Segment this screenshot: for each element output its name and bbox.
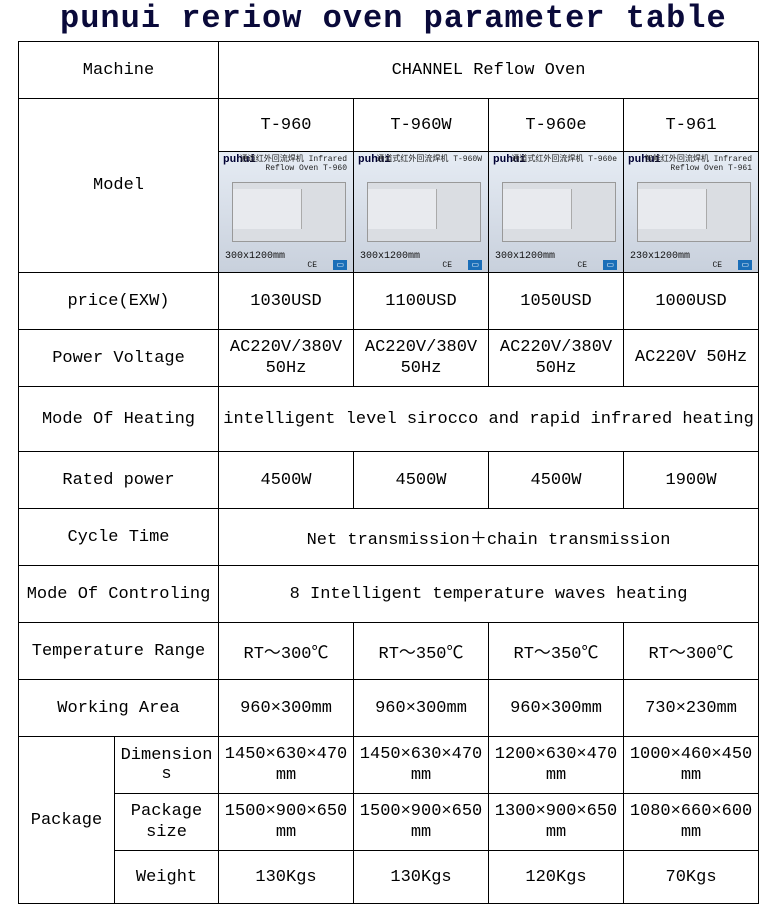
model-img-2: puhui通道式红外回流焊机 T-960e300x1200mmCE▭ [489,152,624,273]
model-img-0: puhui通道红外回流焊机 Infrared Reflow Oven T-960… [219,152,354,273]
sub-label-dim: Dimensions [115,737,219,794]
cell: RT～350℃ [489,623,624,680]
cell: RT～300℃ [219,623,354,680]
row-label-heating: Mode Of Heating [19,387,219,452]
cell: 1100USD [354,273,489,330]
cell: 1450×630×470mm [219,737,354,794]
cell: 4500W [219,452,354,509]
cell: 130Kgs [219,851,354,904]
cell: 4500W [489,452,624,509]
header-channel: CHANNEL Reflow Oven [219,42,759,99]
cell: 1080×660×600mm [624,794,759,851]
model-name-0: T-960 [219,99,354,152]
cell: 1050USD [489,273,624,330]
cell: 1030USD [219,273,354,330]
cell: Net transmission＋chain transmission [219,509,759,566]
row-label-temp: Temperature Range [19,623,219,680]
row-label-package: Package [19,737,115,904]
model-img-3: puhui智能红外回流焊机 Infrared Reflow Oven T-961… [624,152,759,273]
cell: 960×300mm [489,680,624,737]
cell: AC220V/380V 50Hz [219,330,354,387]
cell: 1300×900×650mm [489,794,624,851]
cell: AC220V/380V 50Hz [354,330,489,387]
page-title: punui reriow oven parameter table [0,0,776,41]
cell: 1900W [624,452,759,509]
row-label-controling: Mode Of Controling [19,566,219,623]
row-label-price: price(EXW) [19,273,219,330]
cell: 1500×900×650mm [354,794,489,851]
cell: 120Kgs [489,851,624,904]
cell: 1000USD [624,273,759,330]
cell: AC220V/380V 50Hz [489,330,624,387]
cell: 4500W [354,452,489,509]
cell: 1450×630×470mm [354,737,489,794]
model-name-1: T-960W [354,99,489,152]
cell: 130Kgs [354,851,489,904]
row-label-cycle: Cycle Time [19,509,219,566]
cell: intelligent level sirocco and rapid infr… [219,387,759,452]
row-label-area: Working Area [19,680,219,737]
cell: 8 Intelligent temperature waves heating [219,566,759,623]
model-img-1: puhui通道式红外回流焊机 T-960W300x1200mmCE▭ [354,152,489,273]
sub-label-pkg: Package size [115,794,219,851]
parameter-table: Machine CHANNEL Reflow Oven Model T-960 … [18,41,759,904]
cell: 1500×900×650mm [219,794,354,851]
header-machine: Machine [19,42,219,99]
row-label-voltage: Power Voltage [19,330,219,387]
cell: 1000×460×450mm [624,737,759,794]
cell: RT～350℃ [354,623,489,680]
row-label-rated: Rated power [19,452,219,509]
cell: 960×300mm [354,680,489,737]
sub-label-weight: Weight [115,851,219,904]
cell: 730×230mm [624,680,759,737]
model-name-3: T-961 [624,99,759,152]
cell: RT～300℃ [624,623,759,680]
cell: 70Kgs [624,851,759,904]
model-name-2: T-960e [489,99,624,152]
cell: 1200×630×470mm [489,737,624,794]
cell: 960×300mm [219,680,354,737]
row-label-model: Model [19,99,219,273]
cell: AC220V 50Hz [624,330,759,387]
